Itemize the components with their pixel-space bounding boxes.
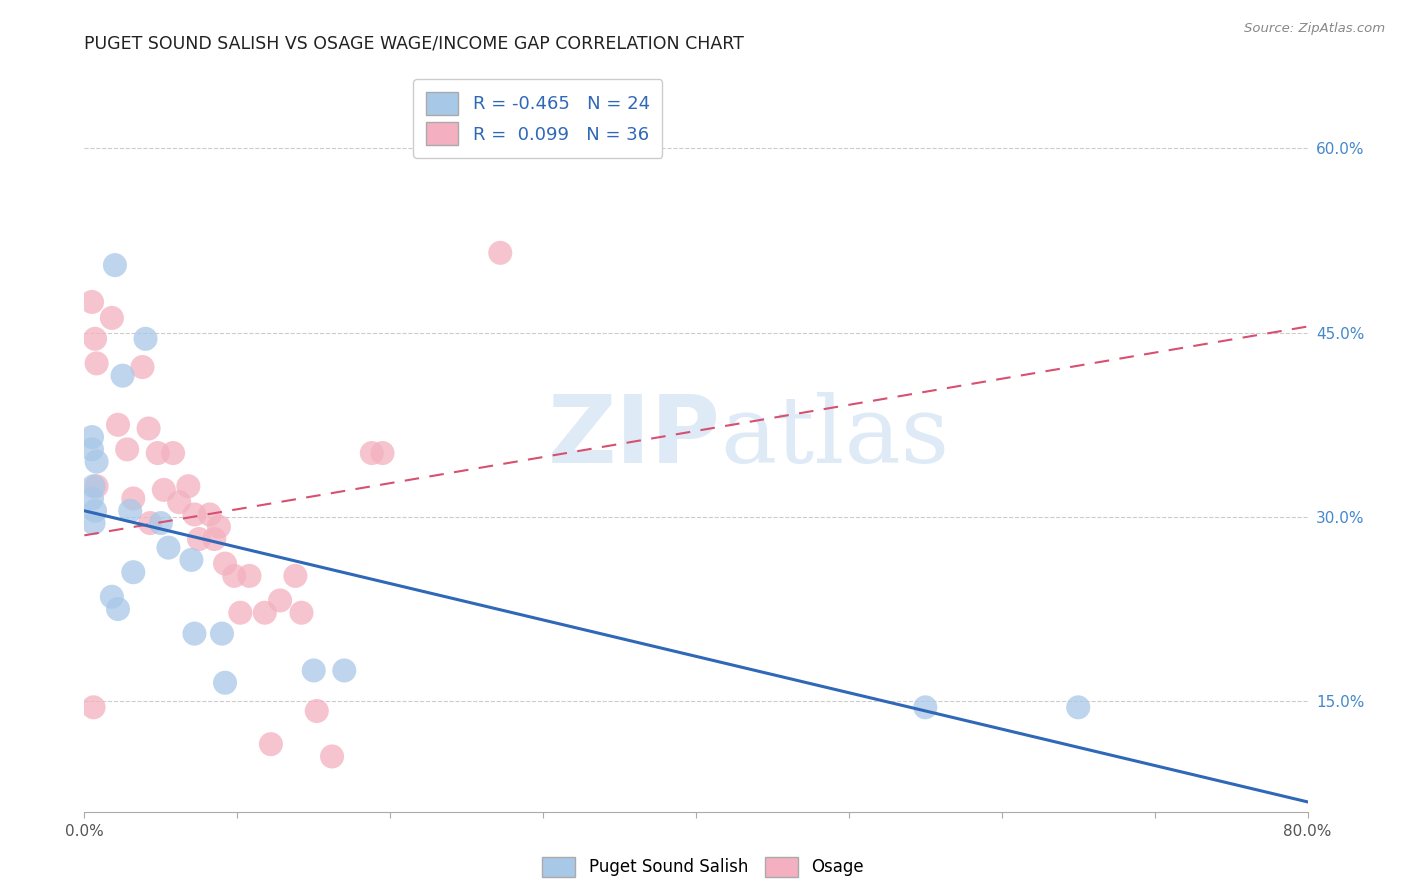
Point <box>149 516 172 530</box>
Point <box>122 491 145 506</box>
Point <box>229 606 252 620</box>
Point <box>86 455 108 469</box>
Point <box>360 446 382 460</box>
Point <box>146 446 169 460</box>
Point <box>305 704 328 718</box>
Point <box>80 491 103 506</box>
Point <box>914 700 936 714</box>
Point <box>80 430 103 444</box>
Point <box>188 532 211 546</box>
Point <box>177 479 200 493</box>
Point <box>157 541 180 555</box>
Point <box>167 495 190 509</box>
Point <box>107 602 129 616</box>
Legend: R = -0.465   N = 24, R =  0.099   N = 36: R = -0.465 N = 24, R = 0.099 N = 36 <box>413 79 662 158</box>
Point <box>83 479 105 493</box>
Point <box>84 504 107 518</box>
Point <box>260 737 283 751</box>
Text: atlas: atlas <box>720 392 949 482</box>
Point <box>86 356 108 370</box>
Point <box>120 504 142 518</box>
Point <box>80 295 103 310</box>
Point <box>211 626 233 640</box>
Text: ZIP: ZIP <box>547 391 720 483</box>
Point <box>122 565 145 579</box>
Point <box>183 626 205 640</box>
Point <box>1067 700 1090 714</box>
Text: Source: ZipAtlas.com: Source: ZipAtlas.com <box>1244 22 1385 36</box>
Point <box>115 442 138 457</box>
Text: PUGET SOUND SALISH VS OSAGE WAGE/INCOME GAP CORRELATION CHART: PUGET SOUND SALISH VS OSAGE WAGE/INCOME … <box>84 35 744 53</box>
Point <box>153 483 176 497</box>
Point <box>83 516 105 530</box>
Point <box>84 332 107 346</box>
Point <box>208 520 231 534</box>
Point <box>371 446 394 460</box>
Point <box>80 442 103 457</box>
Point <box>202 532 225 546</box>
Point <box>302 664 325 678</box>
Legend: Puget Sound Salish, Osage: Puget Sound Salish, Osage <box>536 850 870 884</box>
Point <box>180 553 202 567</box>
Point <box>214 557 236 571</box>
Point <box>284 569 307 583</box>
Point <box>107 417 129 432</box>
Point <box>224 569 246 583</box>
Point <box>131 360 153 375</box>
Point <box>111 368 134 383</box>
Point <box>183 508 205 522</box>
Point <box>162 446 184 460</box>
Point <box>333 664 356 678</box>
Point <box>198 508 221 522</box>
Point <box>83 700 105 714</box>
Point <box>139 516 162 530</box>
Point <box>101 310 124 325</box>
Point <box>290 606 312 620</box>
Point <box>253 606 276 620</box>
Point <box>489 245 512 260</box>
Point <box>138 421 160 435</box>
Point <box>214 675 236 690</box>
Point <box>104 258 127 272</box>
Point <box>269 593 291 607</box>
Point <box>321 749 343 764</box>
Point <box>238 569 260 583</box>
Point <box>86 479 108 493</box>
Point <box>101 590 124 604</box>
Point <box>135 332 157 346</box>
